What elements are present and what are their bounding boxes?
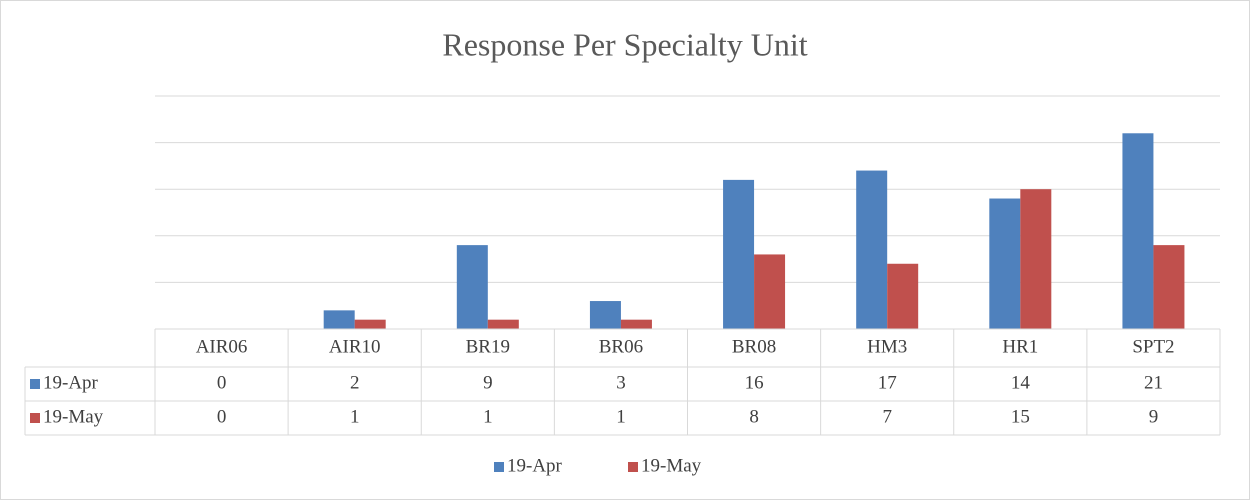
chart-title: Response Per Specialty Unit bbox=[442, 26, 807, 62]
bar bbox=[723, 179, 755, 329]
table-value: 9 bbox=[483, 372, 493, 393]
bar bbox=[1122, 133, 1154, 329]
bar bbox=[456, 245, 488, 329]
table-legend-key bbox=[30, 413, 40, 423]
x-tick-label: HM3 bbox=[867, 336, 907, 357]
bar bbox=[589, 301, 621, 329]
bar bbox=[487, 319, 519, 329]
bar bbox=[754, 254, 786, 329]
table-value: 16 bbox=[745, 372, 764, 393]
bar bbox=[856, 170, 888, 329]
table-value: 1 bbox=[350, 406, 360, 427]
bar bbox=[323, 310, 355, 329]
table-value: 9 bbox=[1149, 406, 1159, 427]
bar bbox=[1153, 245, 1185, 329]
bar bbox=[887, 263, 919, 329]
x-tick-label: BR06 bbox=[599, 336, 643, 357]
table-value: 0 bbox=[217, 406, 227, 427]
table-value: 8 bbox=[749, 406, 759, 427]
legend-label: 19-Apr bbox=[507, 455, 563, 476]
legend-key bbox=[494, 462, 504, 472]
x-tick-label: AIR06 bbox=[196, 336, 248, 357]
table-value: 0 bbox=[217, 372, 227, 393]
bar bbox=[620, 319, 652, 329]
table-series-name: 19-May bbox=[43, 406, 104, 427]
bar bbox=[989, 198, 1021, 329]
table-value: 3 bbox=[616, 372, 626, 393]
x-tick-label: HR1 bbox=[1002, 336, 1038, 357]
table-value: 1 bbox=[616, 406, 626, 427]
x-tick-label: AIR10 bbox=[329, 336, 381, 357]
table-value: 21 bbox=[1144, 372, 1163, 393]
table-value: 2 bbox=[350, 372, 360, 393]
bar bbox=[354, 319, 386, 329]
table-value: 17 bbox=[878, 372, 897, 393]
table-value: 14 bbox=[1011, 372, 1031, 393]
x-tick-label: BR08 bbox=[732, 336, 776, 357]
legend-key bbox=[628, 462, 638, 472]
table-legend-key bbox=[30, 379, 40, 389]
legend-label: 19-May bbox=[641, 455, 702, 476]
table-value: 15 bbox=[1011, 406, 1030, 427]
x-tick-label: SPT2 bbox=[1132, 336, 1174, 357]
table-value: 1 bbox=[483, 406, 493, 427]
x-tick-label: BR19 bbox=[466, 336, 510, 357]
bar bbox=[1020, 189, 1052, 329]
table-series-name: 19-Apr bbox=[43, 372, 99, 393]
table-value: 7 bbox=[882, 406, 892, 427]
